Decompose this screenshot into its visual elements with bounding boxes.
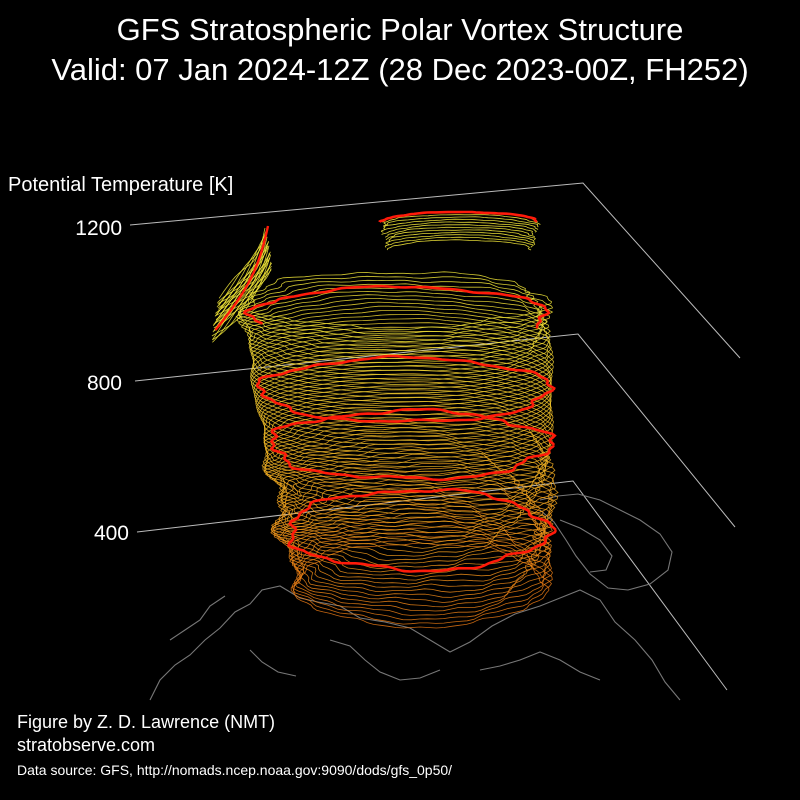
vortex-contour: [211, 262, 273, 337]
vortex-contour: [384, 236, 534, 248]
vortex-contour: [255, 369, 552, 437]
vortex-contour: [383, 218, 539, 230]
coastline: [149, 585, 681, 701]
vortex-contour: [236, 290, 545, 351]
vortex-contour: [250, 334, 554, 399]
vortex-contour: [263, 431, 552, 506]
vortex-contour: [254, 365, 552, 433]
vortex-contour: [239, 279, 554, 339]
vortex-contour: [381, 224, 534, 235]
z-axis-label: Potential Temperature [K]: [8, 174, 234, 196]
vortex-contour: [385, 234, 536, 246]
coastline: [559, 519, 613, 573]
vortex-contour: [217, 233, 267, 309]
vortex-contour: [212, 261, 272, 333]
vortex-contour: [237, 275, 554, 335]
vortex-contour: [262, 420, 551, 495]
vortex-contour: [293, 529, 553, 616]
vortex-contour: [271, 475, 554, 557]
vortex-contour: [244, 301, 551, 363]
vortex-contour: [385, 229, 536, 241]
vortex-contour: [270, 494, 547, 577]
coastline: [479, 651, 601, 681]
z-tick-label: 400: [93, 522, 129, 545]
vortex-contour: [383, 214, 541, 225]
vortex-contour: [258, 381, 553, 450]
vortex-contour: [211, 265, 272, 341]
vortex-contour: [386, 239, 532, 251]
z-tick-label: 800: [86, 372, 122, 395]
highlighted-contour: [287, 487, 558, 573]
highlighted-contour: [269, 407, 557, 482]
highlighted-contour: [378, 210, 538, 223]
chart-title: GFS Stratospheric Polar Vortex Structure: [116, 12, 684, 47]
vortex-contour: [274, 471, 553, 553]
vortex-contour: [212, 268, 272, 340]
vortex-contour: [241, 297, 550, 360]
vortex-contour: [250, 338, 554, 403]
z-axis-gridline: [136, 480, 728, 691]
vortex-contour: [287, 512, 551, 598]
vortex-contour: [277, 466, 555, 549]
vortex-contour: [276, 457, 558, 539]
vortex-contour: [285, 507, 552, 593]
vortex-contour: [237, 283, 551, 343]
coastline: [539, 493, 673, 591]
vortex-contour: [257, 377, 552, 446]
author-credit: Figure by Z. D. Lawrence (NMT): [17, 712, 276, 732]
z-tick-label: 1200: [75, 217, 122, 240]
vortex-contour: [254, 361, 552, 429]
coastline: [329, 639, 441, 681]
vortex-contour: [383, 216, 539, 228]
z-axis-gridline: [134, 333, 736, 528]
vortex-contour: [249, 322, 553, 385]
vortex-contour: [380, 221, 537, 233]
highlighted-contour: [255, 354, 556, 423]
vortex-contour: [291, 525, 552, 612]
vortex-contour: [237, 294, 548, 356]
highlighted-contour: [214, 225, 270, 331]
vortex-contour: [384, 226, 535, 238]
highlighted-contour: [242, 284, 551, 329]
data-source-credit: Data source: GFS, http://nomads.ncep.noa…: [17, 762, 453, 778]
vortex-contour: [239, 271, 553, 331]
vortex-contour: [262, 427, 548, 503]
vortex-contour: [387, 231, 535, 243]
coastline: [169, 595, 226, 641]
vortex-contour: [273, 497, 549, 581]
vortex-contour: [263, 435, 554, 510]
z-axis-gridline: [129, 182, 741, 359]
vortex-contour: [276, 463, 556, 544]
chart-subtitle: Valid: 07 Jan 2024-12Z (28 Dec 2023-00Z,…: [51, 52, 749, 87]
vortex-contour: [262, 389, 554, 459]
vortex-contour: [256, 373, 551, 441]
vortex-contour: [273, 449, 559, 529]
coastline: [249, 649, 297, 677]
website-credit: stratobserve.com: [17, 735, 156, 755]
vortex-contour: [260, 385, 554, 455]
